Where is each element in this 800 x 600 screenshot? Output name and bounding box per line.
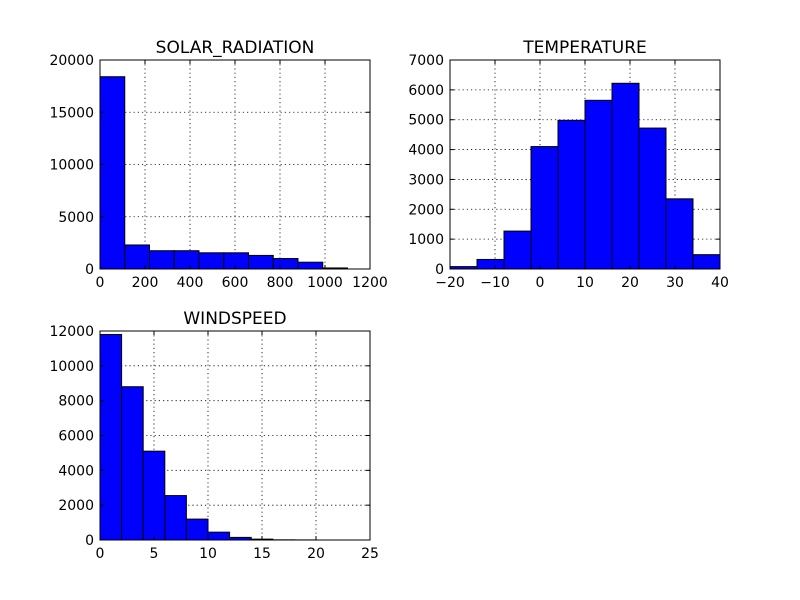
y-tick-label: 2000 xyxy=(58,498,94,514)
x-tick-label: 15 xyxy=(253,546,271,562)
histogram-bar xyxy=(272,258,299,270)
histogram-bar xyxy=(185,518,209,541)
y-tick-label: 2000 xyxy=(408,202,444,218)
x-tick-label: 5 xyxy=(150,546,159,562)
chart-title: TEMPERATURE xyxy=(522,38,647,58)
x-tick-label: 30 xyxy=(666,275,684,291)
y-tick-label: 5000 xyxy=(408,113,444,129)
y-tick-label: 10000 xyxy=(49,158,94,174)
histogram-bar xyxy=(99,76,126,270)
x-tick-label: −10 xyxy=(480,275,510,291)
histogram-bar xyxy=(584,99,613,270)
panel-windspeed: 0 5 10 15 20 25 0 2000 4000 6000 8000 10000 12000 WIN… xyxy=(49,309,378,562)
y-tick-label: 3000 xyxy=(408,172,444,188)
x-tick-label: 200 xyxy=(132,275,159,291)
y-tick-label: 10000 xyxy=(49,359,94,375)
histogram-bar xyxy=(638,127,667,270)
y-tick-label: 0 xyxy=(435,262,444,278)
x-tick-label: 1200 xyxy=(352,275,388,291)
y-tick-label: 6000 xyxy=(58,429,94,445)
histogram-bar xyxy=(149,250,175,270)
x-tick-label: 1000 xyxy=(307,275,343,291)
x-tick-label: 10 xyxy=(199,546,217,562)
y-tick-label: 6000 xyxy=(408,83,444,99)
y-tick-label: 0 xyxy=(85,533,94,549)
histogram-bar xyxy=(173,250,200,270)
histogram-bar xyxy=(207,531,231,541)
histogram-bar xyxy=(297,261,324,270)
x-tick-label: 600 xyxy=(222,275,249,291)
x-tick-label: −20 xyxy=(435,275,465,291)
panel-temperature: −20 −10 0 10 20 30 40 0 1000 2000 3000 4000 5000 6000… xyxy=(408,38,729,291)
y-tick-label: 20000 xyxy=(49,53,94,69)
x-tick-label: 400 xyxy=(177,275,204,291)
histogram-bar xyxy=(503,230,532,270)
histogram-bar xyxy=(557,119,586,270)
histogram-bar xyxy=(530,146,559,270)
x-tick-label: 10 xyxy=(576,275,594,291)
y-tick-label: 8000 xyxy=(58,394,94,410)
x-tick-label: 25 xyxy=(361,546,379,562)
histogram-bar xyxy=(665,198,694,270)
x-tick-label: 0 xyxy=(536,275,545,291)
histogram-bar xyxy=(198,252,225,270)
y-tick-label: 4000 xyxy=(58,463,94,479)
panel-solar-radiation: 0 200 400 600 800 1000 1200 0 5000 10000 15000 2000… xyxy=(49,38,387,291)
y-tick-label: 12000 xyxy=(49,324,94,340)
x-tick-label: 800 xyxy=(267,275,294,291)
y-tick-label: 7000 xyxy=(408,53,444,69)
y-tick-label: 1000 xyxy=(408,232,444,248)
y-tick-label: 5000 xyxy=(58,210,94,226)
histogram-bar xyxy=(142,450,166,541)
x-tick-label: 40 xyxy=(711,275,729,291)
y-tick-label: 4000 xyxy=(408,143,444,159)
histogram-bar xyxy=(164,495,187,541)
x-tick-label: 0 xyxy=(96,546,105,562)
histogram-bar xyxy=(99,333,123,541)
x-tick-label: 0 xyxy=(96,275,105,291)
chart-title: WINDSPEED xyxy=(183,309,286,329)
histogram-bar xyxy=(692,254,721,270)
y-tick-label: 15000 xyxy=(49,105,94,121)
x-tick-label: 20 xyxy=(621,275,639,291)
histogram-bar xyxy=(611,82,640,270)
histogram-bar xyxy=(223,252,249,270)
histogram-bar xyxy=(121,386,144,541)
chart-title: SOLAR_RADIATION xyxy=(156,38,315,58)
histogram-bar xyxy=(476,258,505,270)
histogram-bar xyxy=(248,254,274,270)
x-tick-label: 20 xyxy=(307,546,325,562)
y-tick-label: 0 xyxy=(85,262,94,278)
histogram-bar xyxy=(124,244,150,270)
